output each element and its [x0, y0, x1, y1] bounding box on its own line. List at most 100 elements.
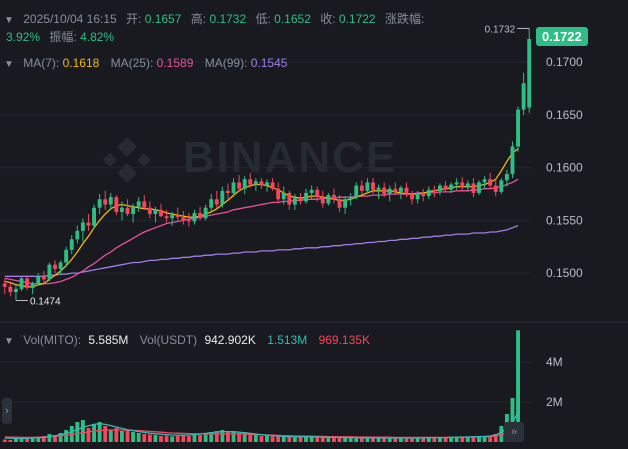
candle[interactable] [125, 199, 130, 217]
candle[interactable] [421, 188, 426, 202]
candle[interactable] [231, 178, 236, 198]
candle[interactable] [527, 28, 532, 113]
candle[interactable] [331, 188, 336, 204]
candle[interactable] [47, 262, 52, 282]
candle[interactable] [460, 177, 465, 191]
candle[interactable] [270, 178, 275, 191]
candle[interactable] [186, 212, 191, 227]
candle[interactable] [276, 182, 281, 204]
scroll-to-latest-button[interactable]: » [504, 422, 524, 442]
candle[interactable] [398, 185, 403, 200]
candle[interactable] [41, 270, 46, 284]
candle[interactable] [493, 178, 498, 197]
candle[interactable] [315, 186, 320, 202]
candle[interactable] [175, 207, 180, 221]
candle[interactable] [253, 178, 258, 191]
candle[interactable] [465, 180, 470, 191]
candle[interactable] [304, 188, 309, 204]
candle[interactable] [371, 178, 375, 194]
candle[interactable] [103, 190, 108, 210]
candle[interactable] [521, 72, 526, 115]
candle[interactable] [97, 194, 102, 215]
candle[interactable] [376, 184, 381, 200]
scroll-left-button[interactable]: › [2, 398, 12, 424]
candle[interactable] [192, 209, 197, 225]
candle[interactable] [237, 175, 242, 191]
candle[interactable] [337, 195, 342, 212]
candle[interactable] [92, 204, 97, 229]
candle[interactable] [164, 209, 169, 223]
candle[interactable] [119, 201, 124, 221]
candle[interactable] [25, 275, 30, 290]
candle[interactable] [326, 192, 331, 206]
candle[interactable] [36, 273, 41, 286]
candle[interactable] [8, 281, 13, 297]
candle[interactable] [348, 192, 353, 206]
candle[interactable] [359, 180, 364, 194]
candle[interactable] [248, 172, 253, 188]
candle[interactable] [504, 169, 509, 187]
candle[interactable] [281, 186, 286, 205]
candle[interactable] [343, 196, 348, 215]
candle[interactable] [147, 201, 152, 219]
candle[interactable] [75, 225, 80, 244]
candle[interactable] [471, 178, 476, 198]
candle[interactable] [58, 260, 63, 276]
candle[interactable] [488, 172, 493, 189]
candle[interactable] [265, 179, 269, 192]
candle[interactable] [80, 218, 85, 242]
candle[interactable] [477, 180, 481, 196]
candle[interactable] [382, 182, 387, 198]
candle[interactable] [136, 197, 141, 212]
chevron-down-icon[interactable]: ▼ [4, 336, 14, 347]
candle[interactable] [287, 190, 292, 210]
candle[interactable] [454, 178, 459, 190]
candle[interactable] [510, 141, 515, 179]
candle[interactable] [292, 194, 297, 210]
chevron-down-icon[interactable]: ▼ [4, 15, 14, 26]
candle[interactable] [131, 203, 136, 223]
candle[interactable] [2, 278, 7, 295]
candle[interactable] [298, 192, 303, 205]
candle[interactable] [516, 106, 521, 152]
candle[interactable] [203, 204, 208, 221]
candle[interactable] [69, 235, 74, 255]
candle[interactable] [443, 181, 448, 192]
candle[interactable] [410, 190, 415, 205]
candle[interactable] [387, 185, 392, 202]
candle[interactable] [404, 182, 409, 198]
candle[interactable] [365, 178, 370, 193]
candle[interactable] [393, 182, 398, 196]
candle[interactable] [19, 276, 24, 292]
candle[interactable] [259, 178, 264, 189]
candle[interactable] [220, 186, 225, 208]
candle[interactable] [242, 176, 247, 194]
candle[interactable] [181, 210, 186, 225]
candle[interactable] [499, 178, 504, 194]
candle[interactable] [225, 183, 230, 200]
candle[interactable] [53, 260, 57, 274]
candle[interactable] [415, 190, 420, 204]
candle[interactable] [209, 194, 214, 212]
candle[interactable] [108, 192, 113, 210]
candle[interactable] [449, 182, 454, 193]
candle[interactable] [482, 176, 487, 189]
candle[interactable] [198, 206, 203, 221]
candle[interactable] [432, 185, 437, 198]
candle[interactable] [142, 195, 147, 210]
candle[interactable] [437, 183, 442, 196]
candle[interactable] [30, 281, 35, 295]
candle[interactable] [320, 190, 325, 208]
candle[interactable] [114, 195, 119, 216]
candle[interactable] [214, 190, 219, 208]
candle[interactable] [426, 186, 431, 200]
candle[interactable] [309, 185, 314, 200]
candle[interactable] [13, 283, 18, 301]
candle[interactable] [159, 203, 163, 218]
chevron-down-icon[interactable]: ▼ [4, 59, 14, 70]
candle[interactable] [64, 246, 69, 267]
candle[interactable] [153, 206, 158, 223]
candle[interactable] [170, 211, 175, 226]
candle[interactable] [86, 214, 91, 231]
